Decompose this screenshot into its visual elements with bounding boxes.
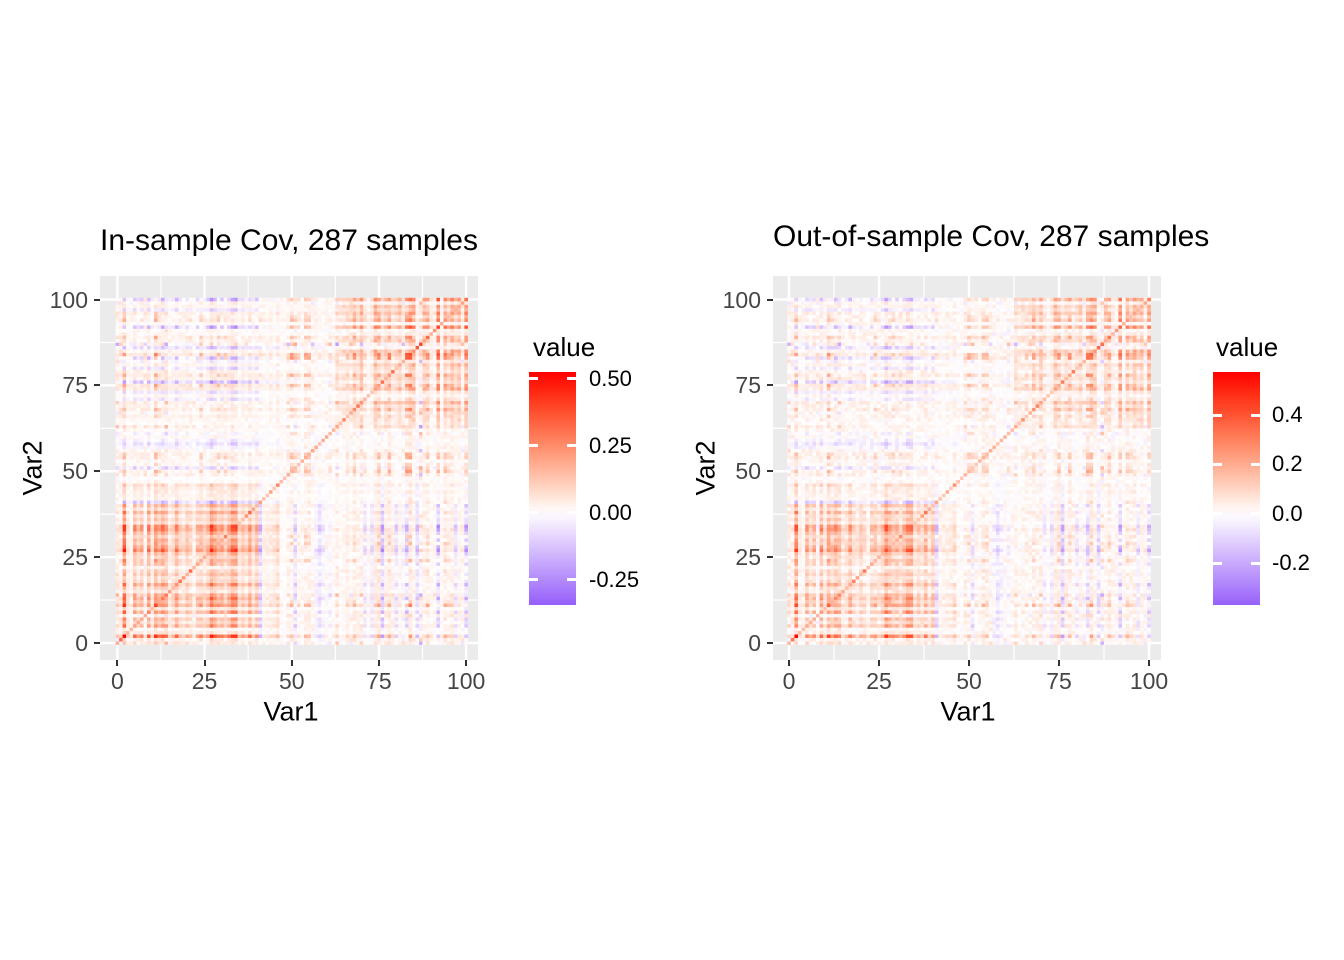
- plot2-x-tick-mark: [968, 660, 970, 666]
- plot1-y-tick-label: 50: [62, 458, 88, 485]
- plot2-y-tick-mark: [767, 556, 773, 559]
- plot1-legend-label: 0.25: [589, 432, 632, 458]
- plot2-y-tick-label: 0: [748, 630, 761, 656]
- plot2-legend-label: 0.0: [1272, 500, 1303, 526]
- plot1-x-tick-mark: [116, 660, 119, 666]
- plot2-y-tick-mark: [767, 642, 773, 644]
- plot1-panel: [100, 276, 478, 660]
- plot2-y-tick-label: 75: [735, 372, 761, 399]
- plot2-legend-tick: [1251, 462, 1260, 466]
- plot2-x-tick-mark: [788, 660, 790, 666]
- plot1-legend-title: value: [533, 332, 596, 362]
- plot2-y-tick-mark: [767, 470, 773, 473]
- plot2-x-tick-mark: [878, 660, 880, 666]
- plot1-legend-label: -0.25: [589, 566, 640, 592]
- plot1-legend-tick: [567, 578, 576, 582]
- plot1-title: In-sample Cov, 287 samples: [100, 224, 478, 257]
- plot1-legend-tick: [567, 511, 576, 515]
- plot2-legend-tick: [1251, 561, 1260, 565]
- plot1-y-tick-label: 100: [49, 286, 88, 313]
- plot1-x-tick-mark: [465, 660, 468, 666]
- plot1-legend-tick: [529, 511, 538, 515]
- plot2-legend-tick: [1213, 512, 1222, 516]
- plot1-y-tick-mark: [94, 384, 100, 387]
- plot1-x-tick-mark: [377, 660, 380, 666]
- plot2-y-tick-label: 25: [735, 544, 761, 571]
- plot2-x-tick-mark: [1058, 660, 1060, 666]
- plot2-x-tick-label: 25: [866, 668, 892, 694]
- plot1-x-tick-label: 50: [278, 668, 305, 694]
- plot2-x-tick-label: 0: [782, 668, 796, 694]
- plot2-legend-tick: [1251, 413, 1260, 417]
- plot1-x-tick-mark: [203, 660, 206, 666]
- plot1-y-tick-label: 25: [62, 544, 88, 571]
- plot1-y-tick-mark: [94, 556, 100, 559]
- plot2-x-tick-label: 100: [1129, 668, 1169, 694]
- plot2-heatmap-canvas: [773, 276, 1161, 660]
- plot1-legend-label: 0.00: [589, 499, 632, 525]
- plot2-legend-tick: [1213, 462, 1222, 466]
- plot1-x-axis-title: Var1: [263, 696, 319, 727]
- plot2-legend-tick: [1251, 512, 1260, 516]
- plot1-legend-tick: [529, 444, 538, 448]
- plot2-title: Out-of-sample Cov, 287 samples: [773, 220, 1210, 253]
- plot1-x-tick-label: 100: [446, 668, 486, 694]
- plot1-legend-tick: [567, 377, 576, 381]
- plot2-legend-label: -0.2: [1272, 550, 1310, 576]
- plot2-x-tick-label: 50: [956, 668, 982, 694]
- plot1-legend-colorbar: [529, 372, 576, 605]
- plot2-y-tick-label: 50: [735, 458, 761, 485]
- plot1-legend-tick: [567, 444, 576, 448]
- plot2-legend-label: 0.2: [1272, 451, 1303, 477]
- plot2-y-tick-label: 100: [722, 286, 761, 313]
- plot1-x-tick-label: 0: [110, 668, 124, 694]
- plot2-legend-tick: [1213, 413, 1222, 417]
- plot1-y-tick-mark: [94, 470, 100, 473]
- plot2-panel: [773, 276, 1161, 660]
- plot2-legend-tick: [1213, 561, 1222, 565]
- plot2-x-axis-title: Var1: [940, 696, 996, 727]
- plot1-x-tick-mark: [290, 660, 293, 666]
- plot1-legend-tick: [529, 578, 538, 582]
- plot2-x-tick-label: 75: [1046, 668, 1072, 694]
- plot2-x-tick-mark: [1148, 660, 1150, 666]
- plot2-y-tick-mark: [767, 384, 773, 387]
- plot1-y-tick-label: 75: [62, 372, 88, 399]
- plot1-heatmap-canvas: [100, 276, 478, 660]
- plot2-y-tick-mark: [767, 298, 773, 301]
- plot1-y-tick-label: 0: [75, 630, 88, 656]
- plot1-x-tick-label: 25: [191, 668, 218, 694]
- plot1-legend-tick: [529, 377, 538, 381]
- plot1-y-tick-mark: [94, 298, 100, 301]
- plot2-legend-label: 0.4: [1272, 402, 1303, 428]
- plot2-legend-title: value: [1216, 332, 1279, 362]
- plot1-x-tick-label: 75: [366, 668, 392, 694]
- plot2-legend-colorbar: [1213, 372, 1260, 605]
- plot1-legend-label: 0.50: [589, 365, 632, 391]
- plot1-y-tick-mark: [94, 642, 100, 644]
